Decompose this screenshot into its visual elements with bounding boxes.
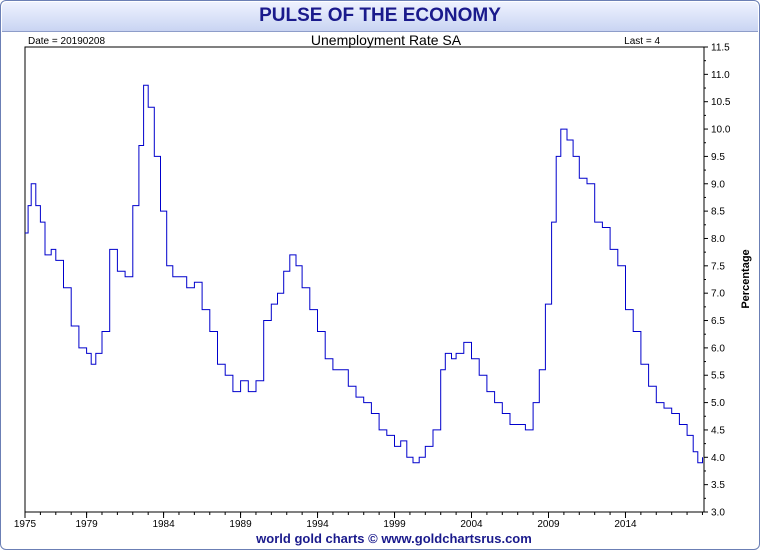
plot-area xyxy=(24,46,705,513)
y-tick-label: 5.0 xyxy=(711,398,725,409)
x-tick-label: 2004 xyxy=(460,519,483,530)
y-tick-label: 9.0 xyxy=(711,179,725,190)
y-tick-label: 10.5 xyxy=(711,97,731,108)
y-tick-label: 8.0 xyxy=(711,234,725,245)
x-tick-label: 1999 xyxy=(383,519,406,530)
y-tick-label: 3.5 xyxy=(711,480,725,491)
x-tick-label: 1989 xyxy=(229,519,252,530)
y-tick-label: 11.5 xyxy=(711,43,730,54)
y-axis-label: Percentage xyxy=(740,249,752,308)
y-tick-label: 5.5 xyxy=(711,371,725,382)
y-tick-label: 7.0 xyxy=(711,289,725,300)
y-tick-label: 11.0 xyxy=(711,70,730,81)
y-tick-label: 10.0 xyxy=(711,125,731,136)
page-title: PULSE OF THE ECONOMY xyxy=(259,5,501,26)
y-tick-label: 7.5 xyxy=(711,261,725,272)
x-tick-label: 2009 xyxy=(537,519,560,530)
x-tick-label: 1975 xyxy=(14,519,37,530)
y-tick-label: 3.0 xyxy=(711,508,725,519)
footer-credit: world gold charts © www.goldchartsrus.co… xyxy=(255,531,532,546)
y-axis: 3.0 3.5 4.0 4.5 5.0 5.5 6.0 6.5 7.0 7.5 8.0 8.5 9.0 9… xyxy=(704,43,731,519)
x-tick-label: 1984 xyxy=(152,519,175,530)
date-label: Date = 20190208 xyxy=(28,36,105,47)
chart-title: Unemployment Rate SA xyxy=(311,32,462,48)
last-value-label: Last = 4 xyxy=(624,36,660,47)
x-tick-label: 1994 xyxy=(306,519,329,530)
title-bar: PULSE OF THE ECONOMY xyxy=(2,2,758,32)
x-tick-label: 1979 xyxy=(75,519,98,530)
y-tick-label: 6.0 xyxy=(711,343,725,354)
series-line-unemployment xyxy=(25,84,703,464)
y-tick-label: 4.5 xyxy=(711,425,725,436)
y-tick-label: 8.5 xyxy=(711,207,725,218)
y-tick-label: 6.5 xyxy=(711,316,725,327)
y-tick-label: 9.5 xyxy=(711,152,725,163)
x-tick-label: 2014 xyxy=(614,519,637,530)
plot-border xyxy=(24,46,705,513)
y-tick-label: 4.0 xyxy=(711,453,725,464)
x-axis: 1975 1979 1984 1989 1994 1999 2004 2009 2014 xyxy=(14,512,703,530)
